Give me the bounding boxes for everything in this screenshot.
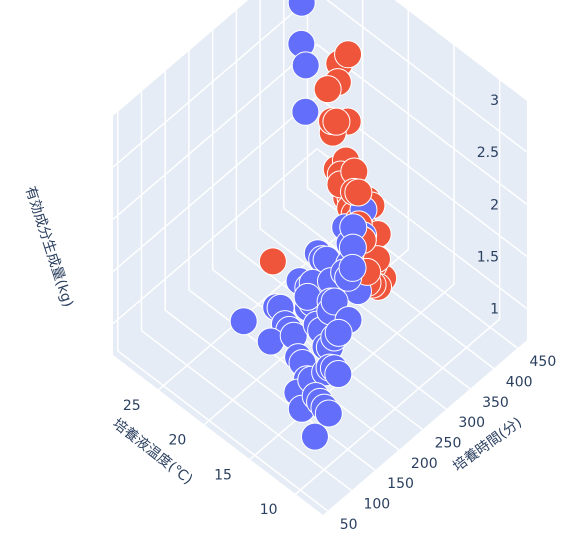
data-point-series-0 (314, 399, 343, 428)
data-point-series-0 (287, 0, 316, 17)
y-tick-label: 300 (458, 415, 485, 431)
data-point-series-1 (313, 75, 342, 104)
grid-line-y-floor (259, 228, 471, 390)
grid-line-y-floor (141, 329, 352, 492)
grid-line-z-wall-y (112, 0, 249, 116)
x-tick-label: 15 (214, 467, 232, 483)
data-markers (229, 0, 398, 451)
y-tick-label: 450 (530, 354, 557, 370)
tick-labels: 10 15 20 25 50 100 150 200 250 300 350 400 450 1 1.5 2 2… (123, 93, 556, 533)
y-tick-label: 50 (340, 517, 358, 533)
y-tick-label: 250 (435, 436, 462, 452)
z-tick-label: 2.5 (477, 145, 499, 161)
z-axis-title: 有効成分生成量(kg) (22, 184, 76, 309)
grid-lines (112, 0, 528, 512)
y-tick-label: 150 (387, 476, 414, 492)
data-point-series-0 (338, 253, 367, 282)
grid-line-z-wall-x (394, 0, 528, 101)
x-tick-label: 20 (168, 433, 186, 449)
y-tick-label: 100 (363, 497, 390, 513)
z-tick-label: 2 (490, 197, 499, 213)
data-point-series-0 (300, 422, 329, 451)
y-tick-label: 400 (506, 374, 533, 390)
x-tick-label: 10 (260, 502, 278, 518)
data-point-series-0 (324, 360, 353, 389)
grid-line-x-floor (158, 214, 364, 391)
data-point-series-1 (334, 40, 363, 69)
data-point-series-1 (258, 247, 287, 276)
grid-line-z-wall-x (316, 43, 528, 205)
grid-line-x-floor (295, 318, 501, 495)
y-tick-label: 350 (482, 395, 509, 411)
grid-line-z-wall-y (112, 95, 318, 273)
grid-line-z-wall-y (112, 43, 318, 220)
z-tick-label: 3 (490, 93, 499, 109)
x-axis-title: 培養液温度(℃) (109, 415, 196, 488)
grid-line-y-floor (117, 350, 329, 512)
y-tick-label: 200 (411, 456, 438, 472)
data-point-series-0 (291, 51, 320, 80)
data-point-series-0 (293, 282, 322, 311)
data-point-series-0 (324, 318, 353, 347)
data-point-series-0 (291, 97, 320, 126)
x-tick-label: 25 (123, 398, 141, 414)
grid-line-y-floor (164, 309, 376, 471)
data-point-series-0 (229, 307, 258, 336)
data-point-series-1 (344, 178, 373, 207)
grid-line-z-wall-x (326, 0, 528, 153)
grid-line-z-wall-y (112, 0, 310, 168)
z-tick-label: 1 (490, 302, 499, 318)
z-tick-label: 1.5 (477, 250, 499, 266)
data-point-series-0 (256, 327, 285, 356)
grid-line-z-wall-y (112, 148, 318, 325)
data-point-series-1 (322, 107, 351, 136)
